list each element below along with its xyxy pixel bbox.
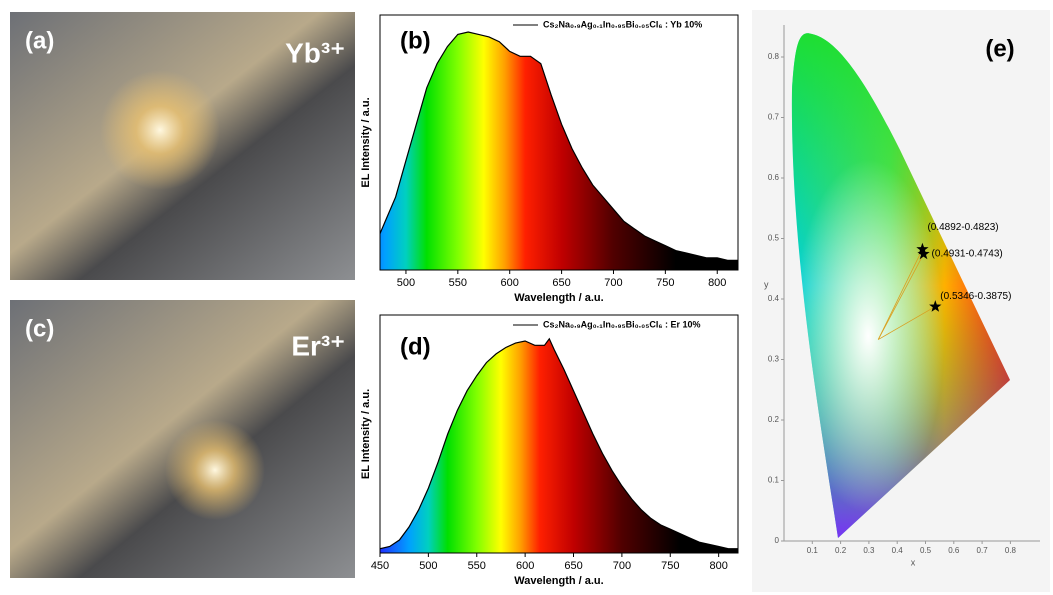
legend-label: Cs₂Na₀.₉Ag₀.₁In₀.₉₅Bi₀.₀₅Cl₆ : Yb 10% xyxy=(543,19,702,29)
x-tick-label: 450 xyxy=(371,560,389,572)
y-tick-label: 0.4 xyxy=(768,294,780,303)
x-tick-label: 800 xyxy=(708,277,726,289)
y-tick-label: 0.6 xyxy=(768,173,780,182)
x-tick-label: 650 xyxy=(564,560,582,572)
x-tick-label: 750 xyxy=(661,560,679,572)
y-tick-label: 0.7 xyxy=(768,113,780,122)
x-axis-label: Wavelength / a.u. xyxy=(514,575,603,587)
ion-label: Yb³⁺ xyxy=(285,37,345,68)
point-label: (0.4892-0.4823) xyxy=(927,222,998,233)
y-axis-label: y xyxy=(764,279,769,289)
x-tick-label: 800 xyxy=(709,560,727,572)
y-tick-label: 0.5 xyxy=(768,234,780,243)
x-tick-label: 0.1 xyxy=(807,546,819,555)
figure: (a) Yb³⁺ (c) Er³⁺ (b) (d) (e) Cs₂Na₀.₉Ag… xyxy=(0,0,1053,595)
ion-label: Er³⁺ xyxy=(291,330,345,361)
led-glow xyxy=(165,420,265,520)
x-tick-label: 0.4 xyxy=(892,546,904,555)
x-tick-label: 650 xyxy=(552,277,570,289)
y-tick-label: 0.2 xyxy=(768,415,780,424)
x-tick-label: 700 xyxy=(613,560,631,572)
y-axis-label: EL Intensity / a.u. xyxy=(360,389,372,479)
y-tick-label: 0.3 xyxy=(768,355,780,364)
x-tick-label: 600 xyxy=(516,560,534,572)
y-axis-label: EL Intensity / a.u. xyxy=(360,97,372,187)
x-tick-label: 0.6 xyxy=(948,546,960,555)
x-axis-label: Wavelength / a.u. xyxy=(514,292,603,304)
x-tick-label: 500 xyxy=(397,277,415,289)
panel-label: (d) xyxy=(400,333,431,360)
x-tick-label: 500 xyxy=(419,560,437,572)
x-tick-label: 0.8 xyxy=(1005,546,1017,555)
x-tick-label: 550 xyxy=(468,560,486,572)
x-tick-label: 0.7 xyxy=(977,546,989,555)
panel-label: (e) xyxy=(985,35,1014,62)
x-tick-label: 0.3 xyxy=(863,546,875,555)
panel-label: (a) xyxy=(25,27,54,54)
x-tick-label: 550 xyxy=(449,277,467,289)
x-tick-label: 0.5 xyxy=(920,546,932,555)
y-tick-label: 0 xyxy=(775,536,780,545)
page: (a) Yb³⁺ (c) Er³⁺ (b) (d) (e) Cs₂Na₀.₉Ag… xyxy=(0,0,1053,595)
y-tick-label: 0.1 xyxy=(768,476,780,485)
led-glow xyxy=(100,70,220,190)
panel-label: (c) xyxy=(25,315,54,342)
x-tick-label: 600 xyxy=(501,277,519,289)
x-tick-label: 750 xyxy=(656,277,674,289)
x-axis-label: x xyxy=(911,557,916,567)
point-label: (0.4931-0.4743) xyxy=(932,249,1003,260)
spectrum-area xyxy=(380,32,738,270)
x-tick-label: 700 xyxy=(604,277,622,289)
legend-label: Cs₂Na₀.₉Ag₀.₁In₀.₉₅Bi₀.₀₅Cl₆ : Er 10% xyxy=(543,319,700,329)
point-label: (0.5346-0.3875) xyxy=(940,291,1011,302)
y-tick-label: 0.8 xyxy=(768,52,780,61)
spectrum-area xyxy=(380,339,738,553)
panel-label: (b) xyxy=(400,27,431,54)
x-tick-label: 0.2 xyxy=(835,546,847,555)
